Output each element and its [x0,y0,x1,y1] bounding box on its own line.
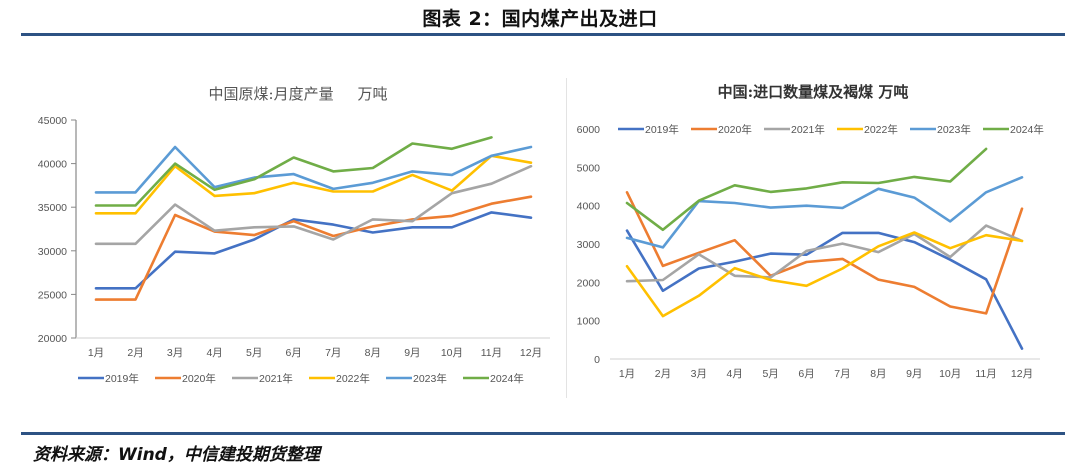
series-line-2021 [625,224,1024,283]
legend-label: 2021年 [259,372,293,385]
y-tick-label: 0 [594,354,600,366]
coal-production-chart: 中国原煤:月度产量 万吨 20000 25000 30000 35000 40000 45… [38,85,550,385]
series-lines [94,136,533,301]
coal-import-chart: 中国:进口数量煤及褐煤 万吨 0 1000 2000 3000 4000 5000 6000… [577,83,1044,380]
y-tick-label: 20000 [38,333,67,345]
legend-label: 2024年 [490,372,524,385]
legend-label: 2020年 [182,372,216,385]
y-tick-label: 6000 [577,124,601,136]
y-tick-label: 3000 [577,239,601,251]
top-rule [21,33,1065,36]
x-tick-label: 12月 [1011,368,1033,380]
chart-title: 中国原煤:月度产量 万吨 [209,85,388,103]
x-tick-label: 7月 [325,347,341,359]
legend-label: 2024年 [1010,123,1044,136]
x-tick-label: 11月 [481,347,502,359]
figure-title: 图表 2：国内煤产出及进口 [422,8,658,30]
legend-label: 2019年 [645,123,679,136]
y-tick-label: 35000 [38,202,67,214]
x-tick-label: 9月 [404,347,420,359]
series-lines [625,147,1024,350]
series-line-2022 [94,154,533,215]
legend-label: 2023年 [937,123,971,136]
series-line-2024 [625,147,988,232]
axes: 0 1000 2000 3000 4000 5000 6000 1月 2月 3月 4月 5月 6月 7月 8… [577,124,1040,380]
legend-label: 2023年 [413,372,447,385]
x-tick-label: 6月 [798,368,814,380]
series-line-2019 [625,229,1024,350]
series-line-2022 [625,231,1024,318]
x-tick-label: 3月 [167,347,183,359]
chart-divider [566,78,567,398]
series-line-2023 [625,176,1024,249]
y-tick-label: 30000 [38,246,67,258]
legend-label: 2021年 [791,123,825,136]
y-tick-label: 1000 [577,316,601,328]
x-tick-label: 7月 [834,368,850,380]
x-tick-label: 10月 [441,347,463,359]
x-tick-label: 2月 [655,368,671,380]
x-tick-label: 8月 [870,368,886,380]
x-tick-label: 1月 [88,347,104,359]
x-tick-label: 10月 [939,368,961,380]
source-note: 资料来源：Wind，中信建投期货整理 [33,445,320,465]
x-tick-label: 4月 [727,368,743,380]
series-line-2019 [94,211,533,290]
legend-label: 2022年 [336,372,370,385]
series-line-2023 [94,145,533,194]
x-tick-label: 2月 [127,347,143,359]
x-tick-label: 4月 [206,347,222,359]
legend-label: 2020年 [718,123,752,136]
y-tick-label: 4000 [577,201,601,213]
x-tick-label: 8月 [365,347,381,359]
series-line-2024 [94,136,493,207]
axes: 20000 25000 30000 35000 40000 45000 1月 2月 3月 4月 5月… [38,115,550,359]
x-tick-label: 12月 [520,347,542,359]
x-tick-label: 11月 [975,368,996,380]
bottom-rule [21,432,1065,435]
series-line-2021 [94,164,533,246]
y-tick-label: 45000 [38,115,67,127]
series-line-2020 [625,191,1024,315]
series-line-2020 [94,195,533,301]
chart-title: 中国:进口数量煤及褐煤 万吨 [718,83,909,101]
x-tick-label: 5月 [246,347,262,359]
legend-label: 2022年 [864,123,898,136]
legend: 2019年 2020年 2021年 2022年 2023年 2024年 [78,372,524,385]
y-tick-label: 2000 [577,277,601,289]
legend-label: 2019年 [105,372,139,385]
y-tick-label: 40000 [38,159,67,171]
x-tick-label: 1月 [619,368,635,380]
x-tick-label: 6月 [286,347,302,359]
legend: 2019年 2020年 2021年 2022年 2023年 2024年 [618,123,1044,136]
x-tick-label: 5月 [762,368,778,380]
x-tick-label: 3月 [691,368,707,380]
y-tick-label: 25000 [38,289,67,301]
x-tick-label: 9月 [906,368,922,380]
y-tick-label: 5000 [577,162,601,174]
